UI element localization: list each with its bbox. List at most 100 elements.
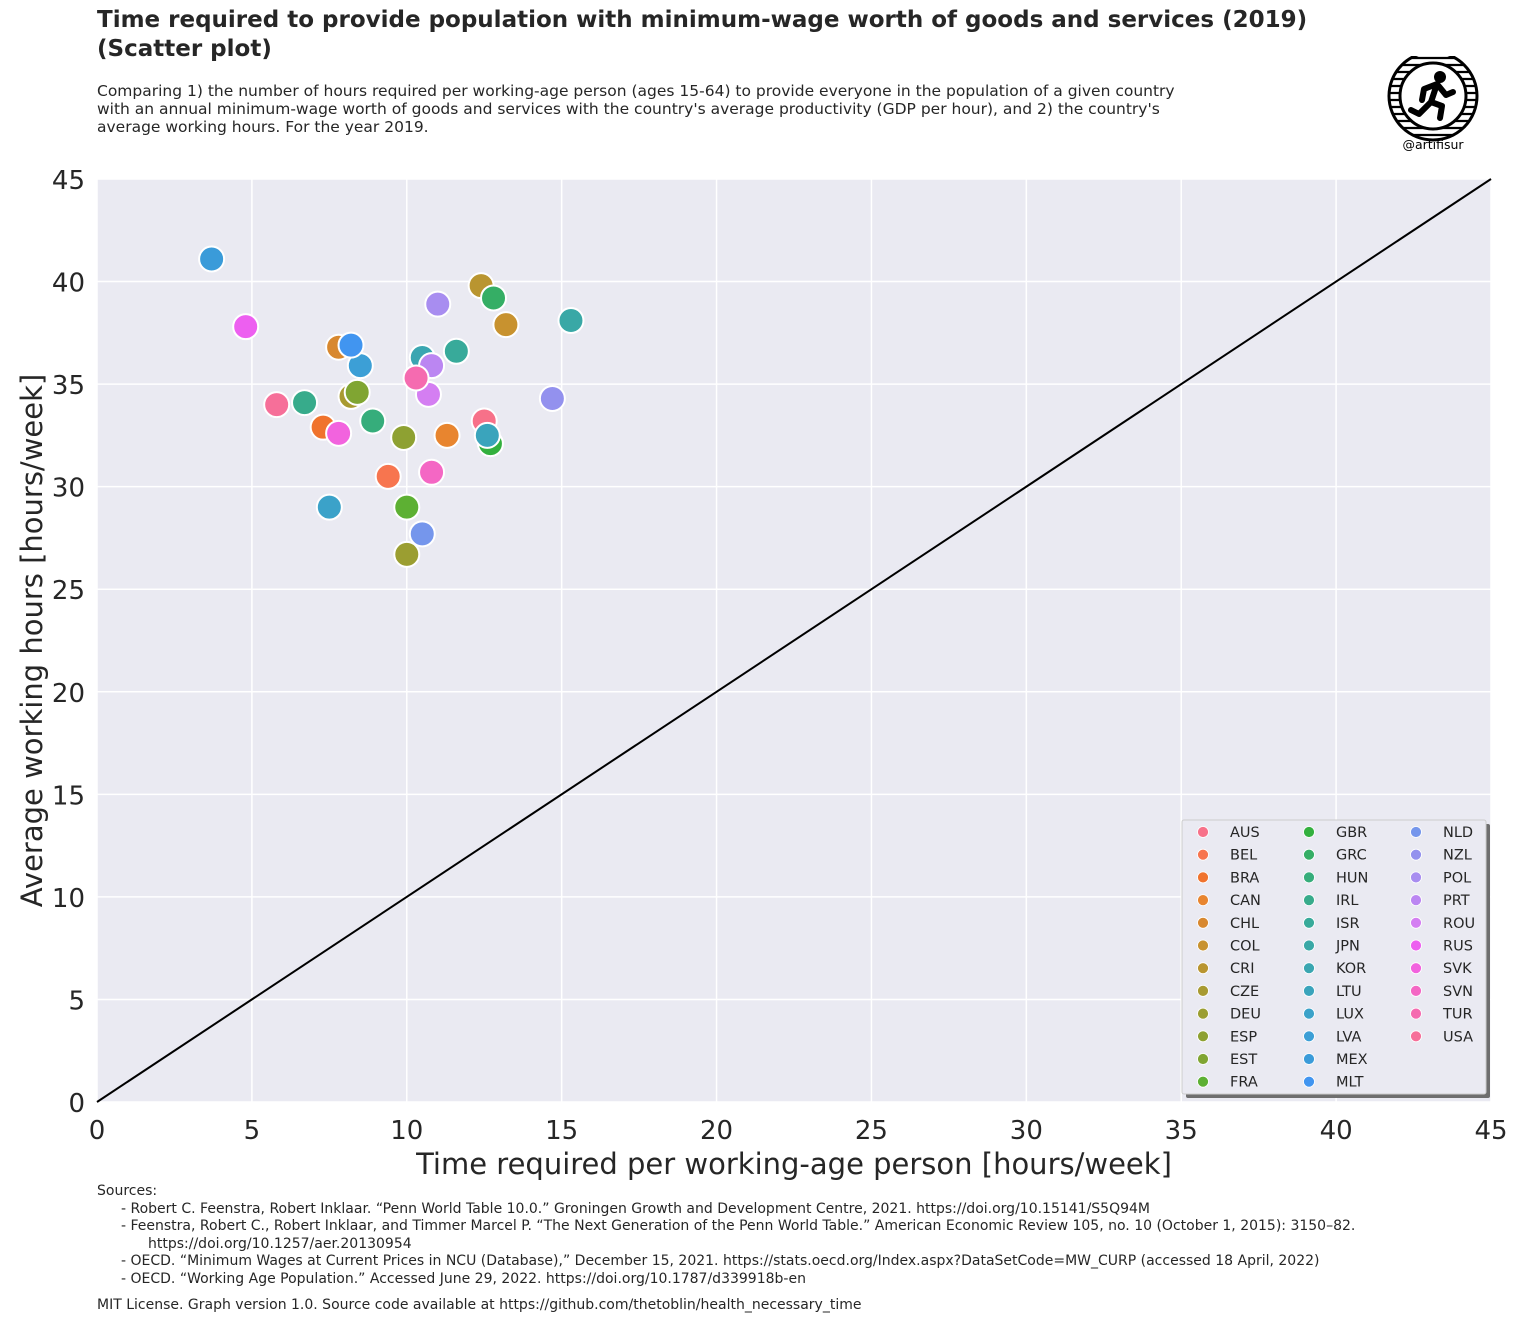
gridlines xyxy=(96,178,1492,1103)
legend-label: POL xyxy=(1443,870,1471,886)
legend-marker xyxy=(1410,848,1422,861)
legend-label: SVK xyxy=(1443,961,1472,977)
point-col xyxy=(492,311,520,339)
legend-marker xyxy=(1197,962,1209,975)
legend-marker xyxy=(1303,1053,1315,1065)
legend-marker xyxy=(1303,871,1315,884)
legend-label: NLD xyxy=(1443,825,1473,841)
legend-label: NZL xyxy=(1443,848,1472,864)
legend-marker xyxy=(1303,894,1315,906)
legend-marker xyxy=(1303,1007,1315,1020)
legend-box xyxy=(1181,819,1487,1095)
point-usa xyxy=(263,391,291,419)
y-tick-label: 20 xyxy=(52,679,85,709)
point-isr xyxy=(442,337,470,365)
reference-line-y-equals-x xyxy=(96,178,1492,1103)
point-fra xyxy=(393,493,421,521)
point-bel xyxy=(374,462,402,490)
point-jpn xyxy=(557,307,585,335)
legend-marker xyxy=(1410,894,1422,906)
x-tick-label: 30 xyxy=(1010,1116,1043,1146)
point-rus xyxy=(232,313,260,341)
point-irl xyxy=(291,389,319,417)
point-nld xyxy=(408,520,436,548)
point-svn xyxy=(418,458,446,486)
legend-marker xyxy=(1303,962,1315,975)
x-tick-label: 40 xyxy=(1320,1116,1353,1146)
x-tick-label: 20 xyxy=(700,1116,733,1146)
legend-marker xyxy=(1410,871,1422,884)
legend-label: ISR xyxy=(1336,916,1360,932)
logo-handle: @artifisur xyxy=(1402,137,1464,152)
point-deu xyxy=(393,540,421,568)
legend-marker xyxy=(1197,826,1209,838)
point-ltu xyxy=(473,421,501,449)
legend-label: CRI xyxy=(1230,961,1254,977)
legend-label: JPN xyxy=(1335,939,1360,955)
legend-marker xyxy=(1303,1075,1315,1088)
legend-label: PRT xyxy=(1443,893,1470,909)
y-tick-label: 10 xyxy=(52,884,85,914)
sources-heading: Sources: xyxy=(97,1183,158,1199)
point-tur xyxy=(402,364,430,392)
point-svk xyxy=(325,419,353,447)
legend-marker xyxy=(1197,939,1209,952)
point-pol xyxy=(424,290,452,318)
legend-marker xyxy=(1410,1007,1422,1020)
legend-marker xyxy=(1410,1030,1422,1043)
legend-label: RUS xyxy=(1443,939,1473,955)
source-1: - Robert C. Feenstra, Robert Inklaar. “P… xyxy=(121,1200,1151,1217)
legend-label: EST xyxy=(1230,1052,1257,1068)
legend-label: LUX xyxy=(1336,1007,1364,1023)
legend-label: IRL xyxy=(1336,893,1358,909)
point-can xyxy=(433,421,461,449)
point-est xyxy=(343,378,371,406)
legend-marker xyxy=(1410,939,1422,952)
source-2: - Feenstra, Robert C., Robert Inklaar, a… xyxy=(121,1218,1356,1234)
legend-label: ROU xyxy=(1443,916,1475,932)
legend-label: LVA xyxy=(1336,1029,1361,1045)
y-tick-label: 35 xyxy=(52,371,85,401)
chart-title: Time required to provide population with… xyxy=(97,6,1507,64)
source-3: - OECD. “Minimum Wages at Current Prices… xyxy=(121,1253,1320,1269)
legend-label: CZE xyxy=(1230,984,1259,1000)
legend-marker xyxy=(1303,916,1315,929)
legend-label: AUS xyxy=(1230,825,1260,841)
x-tick-label: 15 xyxy=(545,1116,578,1146)
x-tick-label: 5 xyxy=(244,1116,261,1146)
legend-label: MEX xyxy=(1336,1052,1368,1068)
y-axis-label: Average working hours [hours/week] xyxy=(15,374,49,907)
x-tick-label: 25 xyxy=(855,1116,888,1146)
point-esp xyxy=(390,423,418,451)
subtitle-line1: Comparing 1) the number of hours require… xyxy=(97,82,1175,100)
license-footer: MIT License. Graph version 1.0. Source c… xyxy=(97,1297,862,1313)
legend-marker xyxy=(1197,1007,1209,1020)
point-grc xyxy=(480,284,508,312)
y-tick-label: 5 xyxy=(68,986,85,1016)
legend-marker xyxy=(1303,939,1315,952)
x-tick-label: 10 xyxy=(390,1116,423,1146)
point-lux xyxy=(315,493,343,521)
legend-label: COL xyxy=(1230,939,1260,955)
legend-marker xyxy=(1410,916,1422,929)
legend-label: DEU xyxy=(1230,1007,1261,1023)
legend-label: MLT xyxy=(1336,1075,1364,1091)
chart-subtitle: Comparing 1) the number of hours require… xyxy=(97,82,1377,136)
legend-label: LTU xyxy=(1336,984,1362,1000)
x-tick-label: 45 xyxy=(1474,1116,1507,1146)
legend-marker xyxy=(1303,848,1315,861)
legend-label: CAN xyxy=(1230,893,1261,909)
y-tick-label: 45 xyxy=(52,166,85,196)
x-tick-label: 35 xyxy=(1165,1116,1198,1146)
runner-in-wheel-icon xyxy=(1387,56,1479,142)
legend-label: BRA xyxy=(1230,870,1259,886)
legend-marker xyxy=(1303,985,1315,997)
legend-label: ESP xyxy=(1230,1029,1257,1045)
legend-marker xyxy=(1197,916,1209,929)
point-hun xyxy=(359,407,387,435)
legend-marker xyxy=(1197,871,1209,884)
legend-marker xyxy=(1303,1030,1315,1043)
legend-marker xyxy=(1410,962,1422,975)
x-axis-label: Time required per working-age person [ho… xyxy=(415,1147,1172,1181)
legend-marker xyxy=(1197,848,1209,861)
